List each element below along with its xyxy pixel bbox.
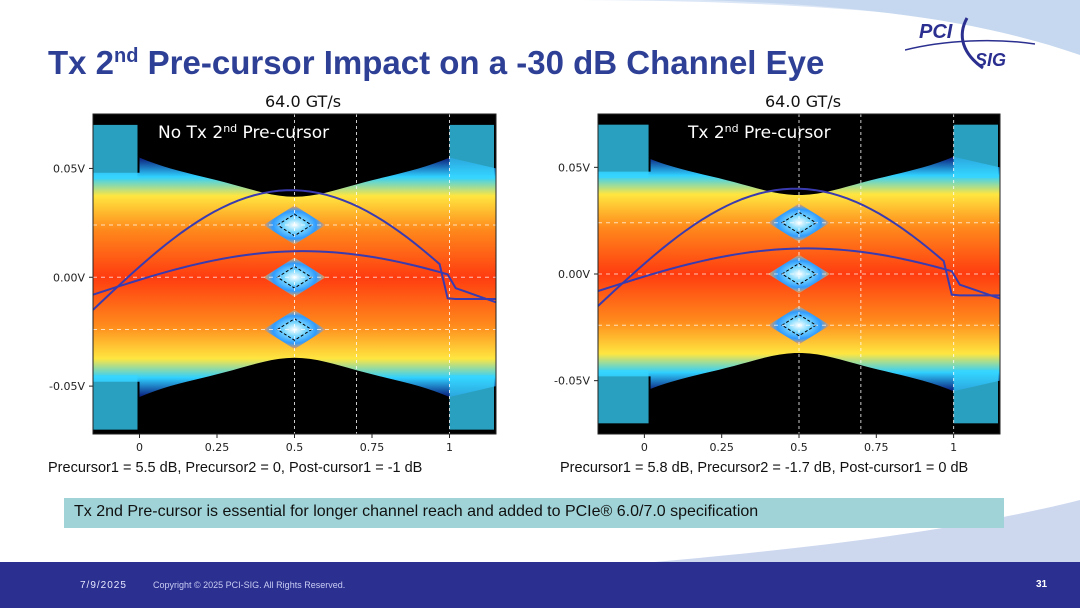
y-tick-label-0: 0.05V	[558, 161, 590, 174]
x-tick-label-3: 0.75	[864, 441, 889, 454]
chart-right-title: 64.0 GT/s	[765, 92, 842, 111]
plot-area	[93, 114, 496, 434]
edge-band-top-0	[93, 124, 138, 180]
chart-right: Tx 2nd Pre-cursor 0 0.25 0.5 0.75 1 0.05V 0.00V…	[554, 113, 1001, 454]
logo-text-pci: PCI	[919, 21, 953, 43]
pulse-curve-lower	[93, 250, 496, 304]
pci-sig-logo-mark: PCI SIG	[904, 17, 1036, 70]
footer-bar	[0, 562, 1080, 608]
chart-left-title: 64.0 GT/s	[265, 92, 342, 111]
chart-left: No Tx 2nd Pre-cursor 0 0.25 0.5 0.75 1 0.05V 0.…	[49, 113, 497, 454]
y-tick-label-0: 0.05V	[53, 162, 85, 175]
footer-date: 7/9/2025	[80, 580, 127, 591]
pulse-curve-lower	[598, 247, 1000, 300]
y-tick-label-2: -0.05V	[49, 380, 85, 393]
page-title: Tx 2nd Pre-cursor Impact on a -30 dB Cha…	[48, 44, 825, 81]
summary-banner: Tx 2nd Pre-cursor is essential for longe…	[64, 498, 1004, 528]
x-tick-label-2: 0.5	[790, 441, 808, 454]
x-tick-label-4: 1	[950, 441, 957, 454]
x-tick-label-0: 0	[641, 441, 648, 454]
edge-band-bottom-1	[449, 375, 494, 430]
pulse-curve-upper	[598, 187, 1000, 307]
pulse-curve-upper	[93, 189, 496, 311]
y-tick-label-1: 0.00V	[558, 268, 590, 281]
edge-band-bottom-0	[93, 375, 138, 430]
logo-text-sig: SIG	[975, 50, 1006, 70]
x-tick-label-2: 0.5	[286, 441, 304, 454]
footer-copyright: Copyright © 2025 PCI-SIG. All Rights Res…	[153, 580, 346, 590]
x-tick-label-1: 0.25	[205, 441, 230, 454]
plot-area	[598, 114, 1000, 434]
x-tick-label-3: 0.75	[360, 441, 385, 454]
y-tick-label-2: -0.05V	[554, 375, 590, 388]
x-tick-label-4: 1	[446, 441, 453, 454]
chart-inner-label: No Tx 2nd Pre-cursor	[158, 122, 329, 144]
edge-band-top-0	[598, 124, 649, 178]
x-tick-label-0: 0	[136, 441, 143, 454]
y-tick-label-1: 0.00V	[53, 271, 85, 284]
chart-inner-label: Tx 2nd Pre-cursor	[687, 122, 831, 144]
caption-right: Precursor1 = 5.8 dB, Precursor2 = -1.7 d…	[560, 460, 969, 476]
page-number: 31	[1036, 579, 1048, 590]
edge-band-bottom-0	[598, 370, 649, 424]
edge-band-top-1	[449, 124, 494, 180]
pci-sig-logo: PCI SIG	[904, 14, 1036, 74]
x-tick-label-1: 0.25	[709, 441, 734, 454]
edge-band-bottom-1	[953, 370, 998, 424]
caption-left: Precursor1 = 5.5 dB, Precursor2 = 0, Pos…	[48, 460, 423, 476]
edge-band-top-1	[953, 124, 998, 178]
